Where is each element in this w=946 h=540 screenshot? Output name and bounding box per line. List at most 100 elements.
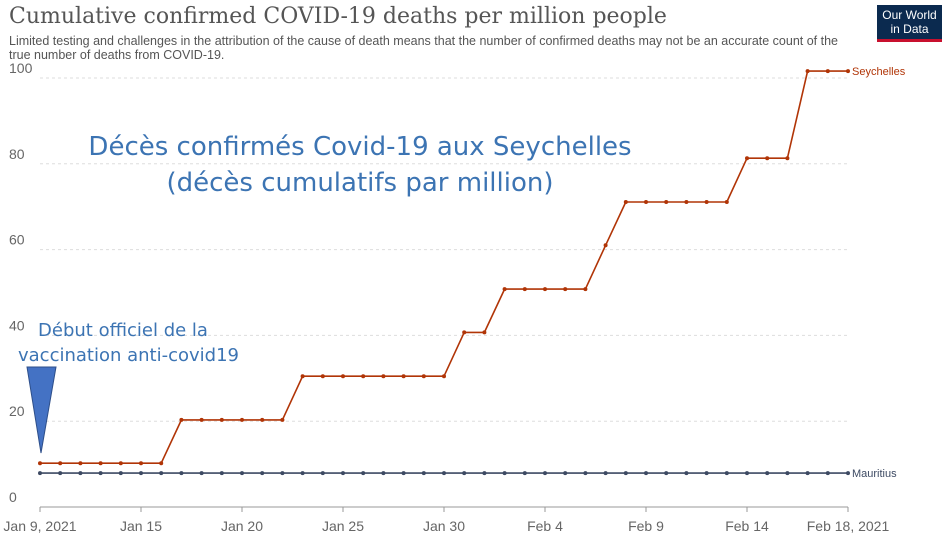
point-mauritius-34 [724,471,729,476]
point-seychelles-29 [623,200,628,204]
point-seychelles-14 [320,374,325,379]
point-mauritius-2 [78,471,83,476]
point-mauritius-24 [522,471,527,476]
point-seychelles-31 [664,200,669,204]
point-seychelles-5 [139,461,143,466]
point-seychelles-23 [502,287,507,292]
annotation-vaccination-line-2: vaccination anti-covid19 [18,345,240,366]
point-mauritius-35 [745,471,749,476]
y-tick-label-40: 40 [9,317,25,333]
point-mauritius-8 [199,471,204,476]
series-label-seychelles: Seychelles [852,66,906,78]
point-mauritius-25 [543,471,547,476]
logo-line-2: in Data [890,22,929,36]
point-mauritius-37 [785,471,790,476]
point-seychelles-6 [159,461,164,466]
x-tick-label-3: Jan 25 [322,518,364,534]
point-mauritius-30 [644,471,648,476]
point-seychelles-10 [240,417,244,422]
point-mauritius-19 [421,471,426,476]
point-mauritius-17 [381,471,386,476]
point-mauritius-22 [482,471,487,476]
annotation-vaccination: Début officiel de la vaccination anti-co… [18,318,240,368]
point-seychelles-12 [280,417,285,422]
point-mauritius-36 [765,471,770,476]
point-seychelles-24 [522,287,527,292]
point-mauritius-15 [341,471,345,476]
point-seychelles-37 [785,156,790,161]
x-tick-label-8: Feb 18, 2021 [807,518,890,534]
point-mauritius-9 [219,471,224,476]
point-mauritius-29 [623,471,628,476]
gridlines [40,77,848,422]
chart-subtitle: Limited testing and challenges in the at… [9,34,838,62]
point-seychelles-21 [462,330,467,335]
point-seychelles-28 [603,243,608,248]
x-tick-label-6: Feb 9 [628,518,664,534]
point-seychelles-19 [421,374,426,379]
point-mauritius-0 [38,471,42,476]
point-seychelles-9 [219,417,224,422]
y-tick-label-0: 0 [9,489,17,505]
point-mauritius-5 [139,471,143,476]
point-seychelles-1 [58,461,63,466]
point-mauritius-20 [442,471,446,476]
y-tick-label-100: 100 [9,60,33,76]
series-label-mauritius: Mauritius [852,468,897,480]
point-mauritius-1 [58,471,63,476]
point-seychelles-27 [583,287,588,292]
point-seychelles-15 [341,374,345,379]
point-seychelles-2 [78,461,83,466]
point-seychelles-17 [381,374,386,379]
point-seychelles-13 [300,374,305,379]
point-seychelles-32 [684,200,689,204]
point-mauritius-23 [502,471,507,476]
point-seychelles-7 [179,417,184,422]
point-seychelles-36 [765,156,770,161]
x-tick-label-1: Jan 15 [120,518,162,534]
logo-accent-bar [877,39,942,42]
point-mauritius-31 [664,471,669,476]
point-mauritius-12 [280,471,285,476]
point-seychelles-39 [825,69,830,74]
point-seychelles-18 [401,374,406,379]
point-seychelles-3 [98,461,103,466]
x-tick-label-0: Jan 9, 2021 [3,518,76,534]
point-mauritius-40 [846,471,850,476]
point-mauritius-11 [260,471,265,476]
annotation-vaccination-line-1: Début officiel de la [38,320,208,341]
point-seychelles-11 [260,417,265,422]
point-seychelles-8 [199,417,204,422]
y-tick-label-60: 60 [9,232,25,248]
point-mauritius-28 [603,471,608,476]
point-mauritius-4 [118,471,123,476]
point-mauritius-39 [825,471,830,476]
point-seychelles-40 [846,69,850,74]
owid-logo[interactable]: Our World in Data [877,5,942,42]
point-mauritius-7 [179,471,184,476]
chart-title: Cumulative confirmed COVID-19 deaths per… [9,4,667,29]
point-mauritius-32 [684,471,689,476]
series-points [38,69,850,476]
vaccination-start-marker [26,366,57,454]
x-axis: Jan 9, 2021 Jan 15 Jan 20 Jan 25 Jan 30 Feb 4… [3,506,890,534]
point-seychelles-4 [118,461,123,466]
y-tick-label-80: 80 [9,146,25,162]
x-tick-label-7: Feb 14 [725,518,769,534]
x-tick-label-5: Feb 4 [527,518,563,534]
x-tick-label-4: Jan 30 [423,518,465,534]
logo-line-1: Our World [882,8,937,22]
point-seychelles-34 [724,200,729,204]
annotation-main: Décès confirmés Covid-19 aux Seychelles … [40,129,680,201]
point-seychelles-33 [704,200,709,204]
point-mauritius-21 [462,471,467,476]
point-mauritius-18 [401,471,406,476]
point-seychelles-0 [38,461,42,466]
point-seychelles-35 [745,156,749,161]
y-tick-label-20: 20 [9,403,25,419]
point-mauritius-38 [805,471,810,476]
point-mauritius-10 [240,471,244,476]
point-seychelles-25 [543,287,547,292]
y-axis-labels: 0 20 40 60 80 100 [9,60,33,505]
